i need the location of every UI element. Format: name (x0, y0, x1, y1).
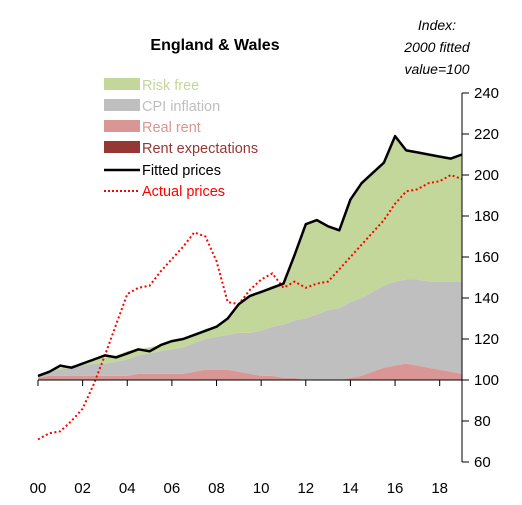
x-tick-label: 12 (297, 480, 314, 497)
y-tick-label: 200 (474, 167, 499, 184)
x-tick-label: 18 (431, 480, 448, 497)
plot-area (37, 134, 463, 441)
line-fitted-prices (37, 134, 463, 378)
y-tick-label: 140 (474, 290, 499, 307)
x-tick-label: 14 (342, 480, 359, 497)
x-tick-label: 04 (119, 480, 136, 497)
legend-label-risk-free: Risk free (142, 78, 199, 94)
y-tick-label: 160 (474, 249, 499, 266)
area-real-rent (38, 363, 462, 380)
area-risk-free (38, 136, 462, 376)
x-tick-label: 16 (387, 480, 404, 497)
chart-title: England & Wales (150, 37, 279, 54)
legend-swatch-risk-free (104, 78, 140, 90)
legend-label-fitted-prices: Fitted prices (142, 163, 221, 179)
legend-label-cpi-inflation: CPI inflation (142, 99, 220, 115)
y-tick-label: 220 (474, 126, 499, 143)
legend-swatch-cpi-inflation (104, 99, 140, 111)
y-tick-label: 120 (474, 331, 499, 348)
y-axis-unit-line-1: Index: (418, 17, 456, 33)
legend: Risk free CPI inflation Real rent Rent e… (104, 78, 258, 200)
y-tick-label: 60 (474, 454, 491, 471)
x-tick-label: 00 (30, 480, 47, 497)
y-tick-label: 180 (474, 208, 499, 225)
y-tick-label: 100 (474, 372, 499, 389)
legend-swatch-rent-expectations (104, 141, 140, 153)
area-cpi-inflation (38, 279, 462, 380)
legend-label-rent-expectations: Rent expectations (142, 141, 258, 157)
x-tick-label: 10 (253, 480, 270, 497)
axes: 00 02 04 06 08 10 12 14 16 18 60 80 100 120 140 160 180 2… (30, 85, 499, 497)
y-axis-unit-line-2: 2000 fitted (403, 39, 471, 55)
x-tick-label: 08 (208, 480, 225, 497)
line-actual-prices (37, 173, 463, 441)
y-tick-label: 240 (474, 85, 499, 102)
x-tick-label: 06 (164, 480, 181, 497)
legend-label-actual-prices: Actual prices (142, 184, 225, 200)
y-axis-unit-line-3: value=100 (404, 61, 469, 77)
legend-swatch-real-rent (104, 120, 140, 132)
y-tick-label: 80 (474, 413, 491, 430)
legend-label-real-rent: Real rent (142, 120, 201, 136)
x-tick-label: 02 (74, 480, 91, 497)
